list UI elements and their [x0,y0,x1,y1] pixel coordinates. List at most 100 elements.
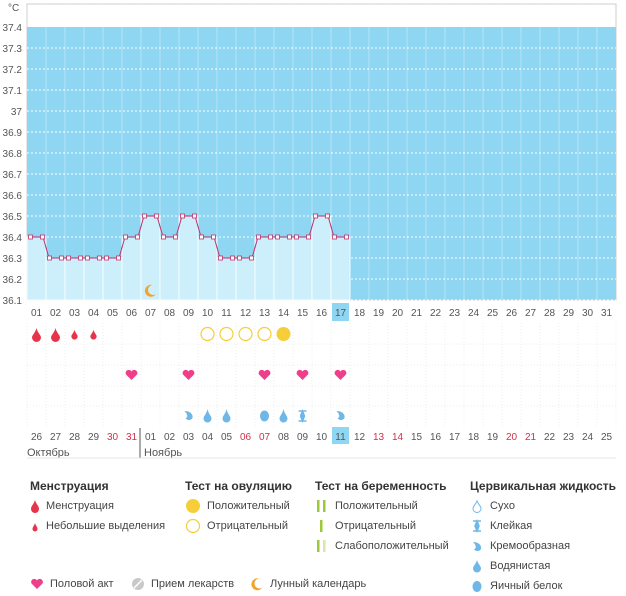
temperature-point [249,255,254,261]
legend-label: Прием лекарств [151,578,235,590]
moon-icon [251,578,263,591]
temperature-point [294,234,299,240]
month-label: Ноябрь [144,447,182,459]
date-label: 22 [544,432,556,443]
temperature-point [211,234,216,240]
temperature-point [116,255,121,261]
temperature-point [97,255,102,261]
day-label: 13 [259,308,271,319]
egg-white-icon [472,581,482,592]
intercourse-heart [125,369,138,380]
temperature-point [123,234,128,240]
creamy-icon [473,542,482,552]
temperature-point [199,234,204,240]
temperature-bar [159,236,180,301]
temperature-bar [102,257,123,301]
icons-area [27,323,616,427]
legend-menstruation: Менструация Менструация Небольшие выделе… [30,476,165,536]
legend-title: Цервикальная жидкость [470,479,617,493]
legend-title: Тест на беременность [315,479,447,493]
fluid-watery [222,409,231,423]
day-label: 17 [335,308,347,319]
y-tick-label: 36.9 [3,128,23,139]
temperature-point [59,255,64,261]
y-tick-label: 36.2 [3,275,23,286]
fluid-watery [279,409,288,423]
y-tick-label: 37 [11,107,23,118]
temperature-point [275,234,280,240]
legend-item: Сухо [470,496,616,516]
temperature-point [306,234,311,240]
intercourse-heart [258,369,271,380]
temperature-point [325,213,330,219]
date-label: 04 [202,432,214,443]
day-label: 10 [202,308,214,319]
temperature-bar [311,215,332,301]
legend-medicine: Прием лекарств [131,573,234,595]
legend-label: Сухо [490,500,515,512]
drop-icon [31,500,39,513]
temperature-bar [216,257,237,301]
small-drop-icon [32,523,38,532]
date-label: 09 [297,432,309,443]
date-label: 07 [259,432,271,443]
temperature-point [230,255,235,261]
date-label: 18 [468,432,480,443]
date-label: 23 [563,432,575,443]
temperature-bar [83,257,104,301]
heart-icon [31,578,43,589]
temperature-point [313,213,318,219]
y-tick-label: 36.5 [3,212,23,223]
legend-label: Менструация [46,500,114,512]
temperature-point [28,234,33,240]
pill-icon [132,578,144,590]
day-label: 08 [164,308,176,319]
legend-fluid: Цервикальная жидкость Сухо Клейкая Кремо… [470,476,616,596]
date-label: 13 [373,432,385,443]
day-label: 25 [487,308,499,319]
current-day-highlight [332,303,349,321]
temperature-point [256,234,261,240]
day-label: 30 [582,308,594,319]
date-label: 26 [31,432,43,443]
legend-item: Положительный [185,496,292,516]
intercourse-heart [296,369,309,380]
legend-moon: Лунный календарь [250,573,366,595]
date-label: 28 [69,432,81,443]
temperature-bar [121,236,142,301]
temperature-point [104,255,109,261]
legend-label: Половой акт [50,578,114,590]
temperature-bar [254,236,275,301]
temperature-point [66,255,71,261]
bbt-chart: 37.4 37.3 37.2 37.1 37 36.9 36.8 36.7 36.6 36.5 36… [3,3,617,459]
ovulation-negative [238,326,253,342]
date-label: 24 [582,432,594,443]
fluid-watery [203,409,212,423]
pregnancy-positive-icon [317,500,326,512]
legend-label: Кремообразная [490,540,571,552]
legend-title: Менструация [30,479,109,493]
day-label: 31 [601,308,613,319]
temperature-point [192,213,197,219]
temperature-bar [273,236,294,301]
date-label: 05 [221,432,233,443]
fluid-sticky [298,408,307,424]
temperature-point [78,255,83,261]
date-label: 15 [411,432,423,443]
y-tick-label: 36.7 [3,170,23,181]
day-label: 09 [183,308,195,319]
legend-label: Яичный белок [490,580,563,592]
temperature-point [135,234,140,240]
temperature-point [40,234,45,240]
temperature-bar [235,257,256,301]
day-label: 14 [278,308,290,319]
temperature-bar [330,236,351,301]
temperature-point [180,213,185,219]
date-label: 03 [183,432,195,443]
temperature-point [344,234,349,240]
fluid-creamy [184,411,193,421]
temperature-point [161,234,166,240]
day-label: 15 [297,308,309,319]
ovulation-negative-icon [185,518,201,534]
fluid-egg-white [260,410,269,422]
